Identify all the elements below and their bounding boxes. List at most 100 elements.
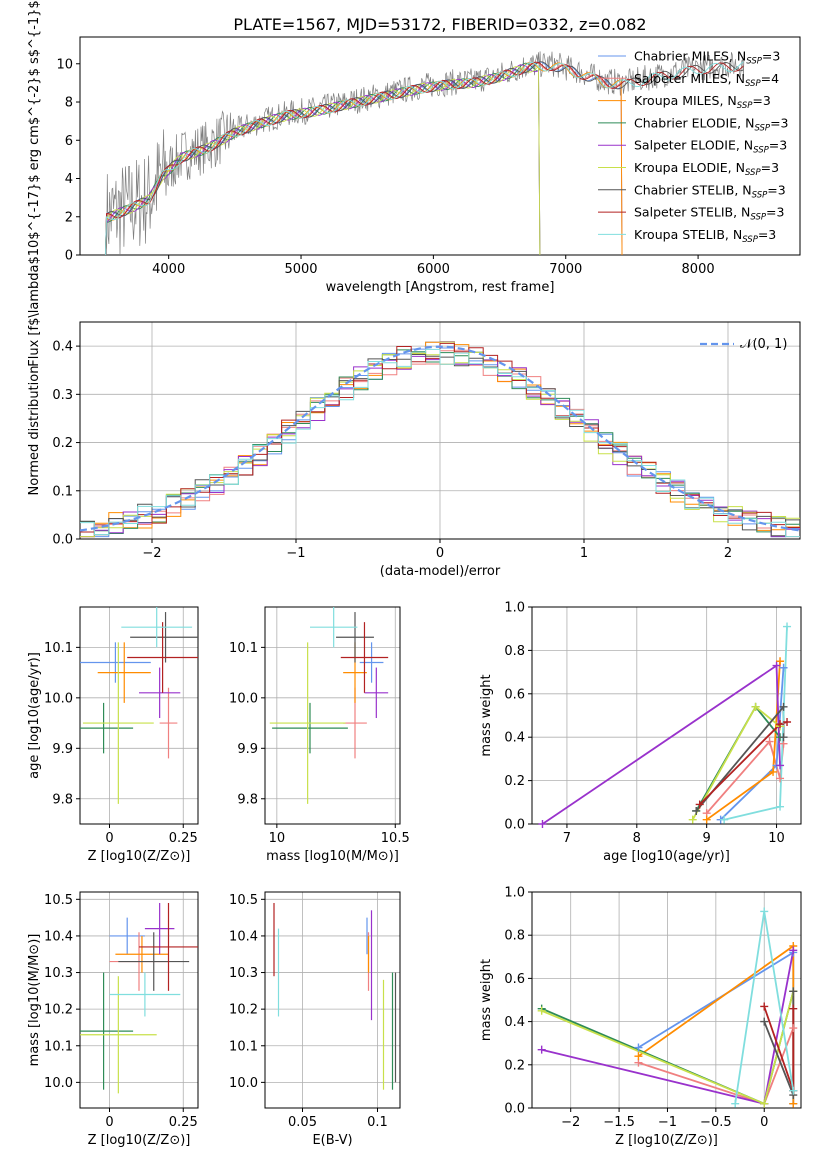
weight-marker bbox=[769, 767, 778, 776]
legend-entry: Salpeter ELODIE, NSSP=3 bbox=[634, 138, 787, 156]
y-tick-label: 1.0 bbox=[504, 886, 525, 901]
weight-line bbox=[541, 663, 781, 824]
panel-weight_vs_age: 7 8 9 10 0.0 0.2 0.4 0.6 0.8 1.0 age [log10(age/yr… bbox=[479, 601, 802, 864]
weight-marker bbox=[789, 987, 798, 996]
y-tick-label: 0.4 bbox=[504, 731, 525, 746]
weight-marker bbox=[789, 1004, 798, 1013]
data-spectrum bbox=[106, 51, 745, 255]
weight-marker bbox=[695, 800, 704, 809]
y-tick-label: 0.2 bbox=[504, 1058, 525, 1073]
y-tick-label: 0.1 bbox=[52, 484, 73, 499]
weight-marker bbox=[779, 663, 788, 672]
axes-frame bbox=[79, 321, 801, 540]
y-tick-label: 0.2 bbox=[52, 436, 73, 451]
x-tick-label: 5000 bbox=[284, 262, 317, 277]
x-axis-label: age [log10(age/yr)] bbox=[603, 849, 730, 864]
plot-area bbox=[273, 902, 397, 1090]
y-tick-label: 10.3 bbox=[229, 966, 258, 981]
y-tick-label: 0.2 bbox=[504, 774, 525, 789]
weight-marker bbox=[776, 774, 785, 783]
x-tick-label: 0 bbox=[760, 1115, 768, 1130]
weight-marker bbox=[751, 702, 760, 711]
x-tick-label: 10.5 bbox=[381, 831, 410, 846]
y-tick-label: 0.3 bbox=[52, 388, 73, 403]
plot-area bbox=[80, 341, 800, 538]
legend-entry: Kroupa STELIB, NSSP=3 bbox=[634, 227, 776, 245]
weight-marker bbox=[776, 761, 785, 770]
legend-entry: Kroupa MILES, NSSP=3 bbox=[634, 93, 771, 111]
x-tick-label: 0.25 bbox=[169, 1115, 198, 1130]
weight-marker bbox=[776, 720, 785, 729]
panel-age_vs_Z: 0 0.25 9.8 9.9 10.0 10.1 Z [log10(Z/Z⊙)] age [l… bbox=[27, 606, 199, 864]
weight-line bbox=[723, 626, 788, 821]
x-tick-label: 9 bbox=[703, 831, 711, 846]
y-tick-label: 10.4 bbox=[44, 929, 73, 944]
weight-marker bbox=[702, 815, 711, 824]
figure-title: PLATE=1567, MJD=53172, FIBERID=0332, z=0… bbox=[233, 15, 646, 34]
x-tick-label: 0 bbox=[436, 546, 444, 561]
y-tick-label: 10.1 bbox=[229, 1039, 258, 1054]
axes-frame bbox=[79, 606, 199, 825]
legend-entry: Salpeter STELIB, NSSP=3 bbox=[634, 205, 784, 223]
y-axis-label: mass weight bbox=[479, 674, 494, 756]
weight-marker bbox=[776, 802, 785, 811]
x-tick-label: 10 bbox=[768, 831, 785, 846]
plot-area bbox=[80, 902, 198, 1094]
legend-entry: Chabrier STELIB, NSSP=3 bbox=[634, 182, 786, 200]
model-spectrum-line bbox=[104, 61, 744, 255]
x-tick-label: −2 bbox=[142, 546, 161, 561]
weight-marker bbox=[537, 1045, 546, 1054]
y-tick-label: 10.2 bbox=[229, 1003, 258, 1018]
weight-marker bbox=[720, 815, 729, 824]
weight-marker bbox=[783, 718, 792, 727]
y-tick-label: 9.9 bbox=[237, 742, 258, 757]
weight-marker bbox=[760, 1017, 769, 1026]
panel-mass_vs_ebv: 0.05 0.1 10.0 10.1 10.2 10.3 10.4 10.5 E(B-V) bbox=[229, 891, 401, 1148]
weight-marker bbox=[789, 1086, 798, 1095]
plot-area bbox=[269, 607, 389, 804]
legend-entry: Salpeter MILES, NSSP=4 bbox=[634, 71, 779, 89]
x-tick-label: 8000 bbox=[682, 262, 715, 277]
weight-marker bbox=[760, 1002, 769, 1011]
axes-frame bbox=[264, 606, 401, 825]
legend-entry: Chabrier ELODIE, NSSP=3 bbox=[634, 115, 789, 133]
legend: 𝒩(0, 1) bbox=[700, 337, 787, 352]
plot-area bbox=[80, 607, 198, 804]
weight-marker bbox=[789, 1024, 798, 1033]
x-axis-label: (data-model)/error bbox=[380, 564, 501, 579]
y-tick-label: 10 bbox=[56, 57, 73, 72]
y-axis-label: mass weight bbox=[479, 959, 494, 1041]
y-tick-label: 10.0 bbox=[229, 1076, 258, 1091]
axes-frame bbox=[531, 606, 802, 825]
weight-marker bbox=[779, 702, 788, 711]
y-tick-label: 10.5 bbox=[44, 893, 73, 908]
weight-marker bbox=[634, 1043, 643, 1052]
y-tick-label: 0.6 bbox=[504, 972, 525, 987]
y-tick-label: 0.6 bbox=[504, 687, 525, 702]
y-tick-label: 10.0 bbox=[44, 691, 73, 706]
x-tick-label: 0.05 bbox=[288, 1115, 317, 1130]
model-spectrum-line bbox=[104, 62, 541, 255]
panel-residuals: −2 −1 0 1 2 0.0 0.1 0.2 0.3 0.4 (data-model)/error… bbox=[27, 321, 801, 579]
x-axis-label: wavelength [Angstrom, rest frame] bbox=[326, 280, 555, 295]
weight-marker bbox=[537, 1006, 546, 1015]
y-tick-label: 10.2 bbox=[44, 1003, 73, 1018]
weight-marker bbox=[688, 815, 697, 824]
y-tick-label: 0 bbox=[65, 249, 73, 264]
x-tick-label: −0.5 bbox=[700, 1115, 732, 1130]
residual-histogram bbox=[80, 348, 800, 538]
x-tick-label: −1 bbox=[658, 1115, 677, 1130]
legend-entry: 𝒩(0, 1) bbox=[740, 337, 787, 352]
y-tick-label: 9.9 bbox=[52, 742, 73, 757]
y-tick-label: 9.8 bbox=[237, 792, 258, 807]
y-axis-label: mass [log10(M/M⊙)] bbox=[27, 934, 42, 1067]
weight-marker bbox=[731, 1099, 740, 1108]
y-tick-label: 10.0 bbox=[44, 1076, 73, 1091]
x-tick-label: 10 bbox=[269, 831, 286, 846]
weight-marker bbox=[789, 1099, 798, 1108]
x-axis-label: mass [log10(M/M⊙)] bbox=[266, 849, 399, 864]
plot-area bbox=[541, 626, 788, 824]
y-tick-label: 9.8 bbox=[52, 792, 73, 807]
x-axis-label: Z [log10(Z/Z⊙)] bbox=[615, 1133, 718, 1148]
